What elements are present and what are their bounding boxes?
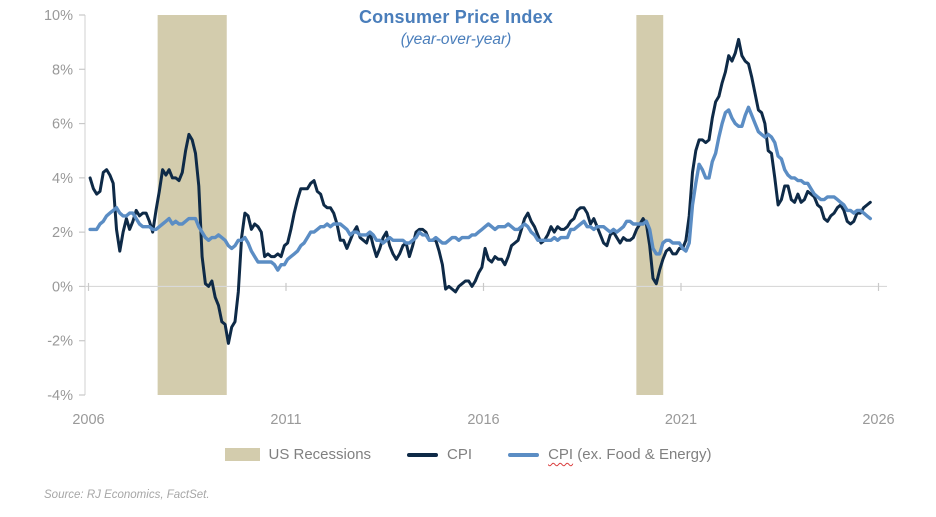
recession-swatch <box>224 448 260 461</box>
y-tick-label: 6% <box>52 117 73 133</box>
x-tick-label: 2021 <box>665 412 697 428</box>
chart-legend: US Recessions CPI CPI (ex. Food & Energy… <box>0 446 936 463</box>
cpi-line-swatch <box>407 452 439 457</box>
source-note: Source: RJ Economics, FactSet. <box>44 489 210 501</box>
legend-label-core-cpi-main: CPI <box>548 446 574 463</box>
legend-item-recessions: US Recessions <box>224 446 372 463</box>
chart-title-block: Consumer Price Index (year-over-year) <box>256 7 656 49</box>
core-cpi-line <box>88 105 872 272</box>
x-tick-label: 2016 <box>467 412 499 428</box>
legend-item-cpi: CPI <box>407 446 472 463</box>
y-tick-label: 0% <box>52 279 73 295</box>
legend-label-core-cpi: CPI (ex. Food & Energy) <box>548 446 711 463</box>
legend-label-core-cpi-rest: (ex. Food & Energy) <box>573 446 712 463</box>
recession-band <box>157 15 227 395</box>
x-tick-label: 2026 <box>862 412 894 428</box>
y-tick-label: 10% <box>44 8 73 24</box>
chart-subtitle: (year-over-year) <box>400 31 512 48</box>
y-tick-label: 8% <box>52 62 73 78</box>
chart-title: Consumer Price Index <box>358 7 554 27</box>
y-tick-label: -4% <box>47 388 73 404</box>
cpi-chart-plot: 10% 8% 6% 4% 2% 0% -2% -4% 2006 2011 2016 2021 2026 <box>44 8 895 428</box>
legend-label-cpi: CPI <box>447 446 473 463</box>
y-tick-label: 2% <box>52 225 73 241</box>
core-cpi-line-swatch <box>508 452 540 457</box>
cpi-line <box>88 37 872 345</box>
legend-label-recessions: US Recessions <box>268 446 372 463</box>
recession-band <box>636 15 664 395</box>
x-tick-label: 2006 <box>72 412 104 428</box>
x-tick-label: 2011 <box>270 412 301 428</box>
legend-item-core-cpi: CPI (ex. Food & Energy) <box>508 446 711 463</box>
y-tick-label: -2% <box>47 334 73 350</box>
y-tick-label: 4% <box>52 171 73 187</box>
